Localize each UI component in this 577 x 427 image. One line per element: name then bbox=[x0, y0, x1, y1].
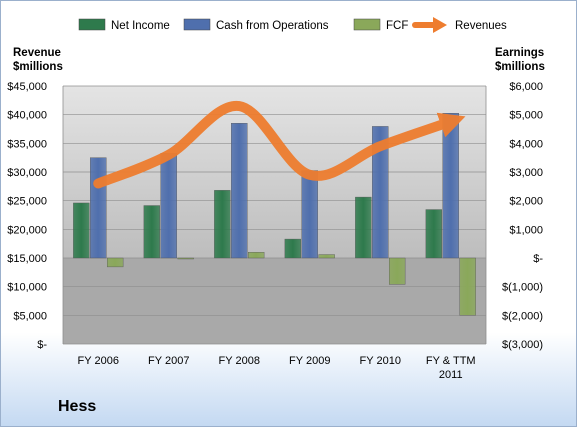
right-axis-title: Earnings $millions bbox=[495, 47, 545, 73]
bar-cash-from-operations-fy-2008 bbox=[231, 123, 248, 259]
bar-net-income-fy-ttm-2011 bbox=[425, 209, 442, 259]
left-tick-label: $15,000 bbox=[7, 253, 47, 265]
bar-net-income-fy-2008 bbox=[214, 190, 231, 259]
bar-cash-from-operations-fy-2006 bbox=[90, 157, 107, 259]
right-tick-label: $(1,000) bbox=[502, 282, 543, 294]
left-tick-label: $5,000 bbox=[13, 310, 47, 322]
legend-swatch-cash-from-operations bbox=[183, 18, 211, 31]
category-label: FY 2008 bbox=[219, 355, 260, 367]
right-tick-label: $2,000 bbox=[509, 196, 543, 208]
right-tick-label: $(2,000) bbox=[502, 310, 543, 322]
category-label: FY 2006 bbox=[78, 355, 119, 367]
left-tick-label: $25,000 bbox=[7, 196, 47, 208]
legend-swatch-revenues bbox=[412, 17, 447, 33]
right-tick-label: $- bbox=[533, 253, 543, 265]
left-tick-label: $10,000 bbox=[7, 282, 47, 294]
category-label: 2011 bbox=[439, 369, 463, 381]
legend-swatch-net-income bbox=[78, 18, 106, 31]
right-tick-label: $5,000 bbox=[509, 110, 543, 122]
right-axis-ticks: $(3,000) $(2,000) $(1,000) $- $1,000 $2,000 $3… bbox=[502, 81, 543, 351]
bar-net-income-fy-2007 bbox=[143, 205, 160, 259]
plot-background-lower bbox=[63, 258, 486, 344]
bar-fcf-fy-2007 bbox=[177, 257, 194, 260]
left-axis-ticks: $- $5,000 $10,000 $15,000 $20,000 $25,000 $30,… bbox=[7, 81, 47, 351]
category-label: FY 2010 bbox=[360, 355, 401, 367]
right-tick-label: $1,000 bbox=[509, 224, 543, 236]
category-label: FY & TTM bbox=[426, 355, 476, 367]
bar-fcf-fy-2006 bbox=[107, 257, 124, 268]
right-tick-label: $3,000 bbox=[509, 167, 543, 179]
left-axis-title-line: $millions bbox=[13, 61, 63, 73]
right-tick-label: $4,000 bbox=[509, 138, 543, 150]
left-tick-label: $20,000 bbox=[7, 224, 47, 236]
bar-net-income-fy-2009 bbox=[284, 238, 301, 259]
bar-net-income-fy-2010 bbox=[355, 196, 372, 259]
category-labels: FY 2006 FY 2007 FY 2008 FY 2009 FY 2010 FY & … bbox=[78, 355, 476, 381]
left-tick-label: $40,000 bbox=[7, 110, 47, 122]
left-axis-title-line: Revenue bbox=[13, 47, 61, 59]
left-tick-label: $30,000 bbox=[7, 167, 47, 179]
left-tick-label: $35,000 bbox=[7, 138, 47, 150]
bar-net-income-fy-2006 bbox=[73, 202, 90, 259]
line-revenues bbox=[93, 101, 466, 189]
company-name: Hess bbox=[58, 398, 97, 415]
legend-label-fcf: FCF bbox=[386, 20, 408, 32]
bar-fcf-fy-2008 bbox=[248, 252, 265, 259]
legend-label-revenues: Revenues bbox=[455, 20, 507, 32]
plot-area bbox=[62, 85, 487, 345]
left-axis-title: Revenue $millions bbox=[13, 47, 63, 73]
bar-cash-from-operations-fy-2009 bbox=[301, 170, 318, 259]
legend-swatch-fcf bbox=[353, 18, 381, 31]
bar-cash-from-operations-fy-2010 bbox=[372, 126, 389, 259]
bar-cash-from-operations-fy-ttm-2011 bbox=[442, 113, 459, 259]
right-tick-label: $(3,000) bbox=[502, 339, 543, 351]
category-label: FY 2007 bbox=[148, 355, 189, 367]
legend: Net Income Cash from Operations FCF Revenue… bbox=[78, 17, 507, 33]
right-tick-label: $6,000 bbox=[509, 81, 543, 93]
bar-fcf-fy-2009 bbox=[318, 254, 335, 259]
left-tick-label: $45,000 bbox=[7, 81, 47, 93]
legend-label-net-income: Net Income bbox=[111, 20, 170, 32]
right-axis-title-line: $millions bbox=[495, 61, 545, 73]
bar-fcf-fy-ttm-2011 bbox=[459, 257, 476, 316]
bar-fcf-fy-2010 bbox=[389, 257, 406, 285]
bar-cash-from-operations-fy-2007 bbox=[160, 153, 177, 259]
legend-label-cash-from-operations: Cash from Operations bbox=[216, 20, 329, 32]
category-label: FY 2009 bbox=[289, 355, 330, 367]
right-axis-title-line: Earnings bbox=[495, 47, 544, 59]
left-tick-label: $- bbox=[37, 339, 47, 351]
